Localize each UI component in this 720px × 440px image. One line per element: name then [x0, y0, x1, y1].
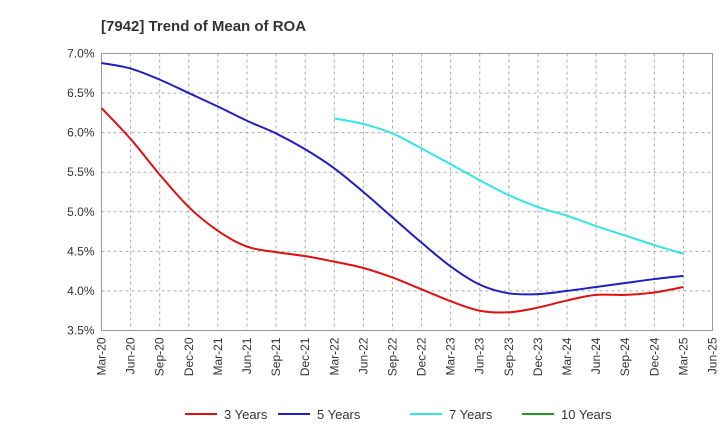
chart-title: [7942] Trend of Mean of ROA [101, 18, 306, 35]
x-tick-label: Mar-20 [95, 337, 109, 375]
legend-label-7-years: 7 Years [449, 407, 493, 422]
series-line-5-years [101, 62, 684, 296]
plot-area [101, 53, 713, 331]
y-tick-label: 3.5% [67, 324, 95, 338]
x-tick-label: Jun-21 [240, 337, 254, 374]
x-tick-label: Jun-20 [124, 337, 138, 374]
y-tick-label: 4.0% [67, 284, 95, 298]
legend: 3 Years 5 Years 7 Years 10 Years [185, 407, 612, 422]
x-tick-label: Mar-24 [560, 337, 574, 375]
series-lines [100, 62, 684, 314]
legend-label-5-years: 5 Years [317, 407, 361, 422]
y-tick-label: 5.0% [67, 205, 95, 219]
y-tick-label: 4.5% [67, 244, 95, 258]
x-tick-label: Dec-22 [415, 337, 429, 376]
x-tick-label: Sep-24 [618, 337, 632, 376]
x-tick-label: Jun-25 [706, 337, 720, 374]
x-tick-label: Jun-24 [589, 337, 603, 374]
x-tick-label: Sep-21 [269, 337, 283, 376]
y-tick-label: 5.5% [67, 165, 95, 179]
y-tick-label: 7.0% [67, 47, 95, 61]
x-tick-label: Dec-21 [298, 337, 312, 376]
x-tick-label: Mar-25 [676, 337, 690, 375]
x-axis: Mar-20 Jun-20 Sep-20 Dec-20 Mar-21 Jun-21 Sep-… [95, 337, 720, 376]
x-tick-label: Mar-21 [211, 337, 225, 375]
x-tick-label: Sep-20 [153, 337, 167, 376]
series-line-7-years [334, 117, 684, 255]
y-axis: 3.5% 4.0% 4.5% 5.0% 5.5% 6.0% 6.5% 7.0% [67, 47, 95, 338]
x-tick-label: Mar-22 [327, 337, 341, 375]
x-tick-label: Sep-23 [502, 337, 516, 376]
legend-label-10-years: 10 Years [561, 407, 612, 422]
x-tick-label: Dec-20 [182, 337, 196, 376]
x-tick-label: Mar-23 [444, 337, 458, 375]
x-tick-label: Dec-24 [647, 337, 661, 376]
y-tick-label: 6.5% [67, 86, 95, 100]
x-tick-label: Jun-23 [473, 337, 487, 374]
x-tick-label: Sep-22 [385, 337, 399, 376]
series-line-3-years [100, 107, 684, 314]
y-tick-label: 6.0% [67, 126, 95, 140]
legend-label-3-years: 3 Years [224, 407, 268, 422]
x-tick-label: Dec-23 [531, 337, 545, 376]
x-tick-label: Jun-22 [356, 337, 370, 374]
